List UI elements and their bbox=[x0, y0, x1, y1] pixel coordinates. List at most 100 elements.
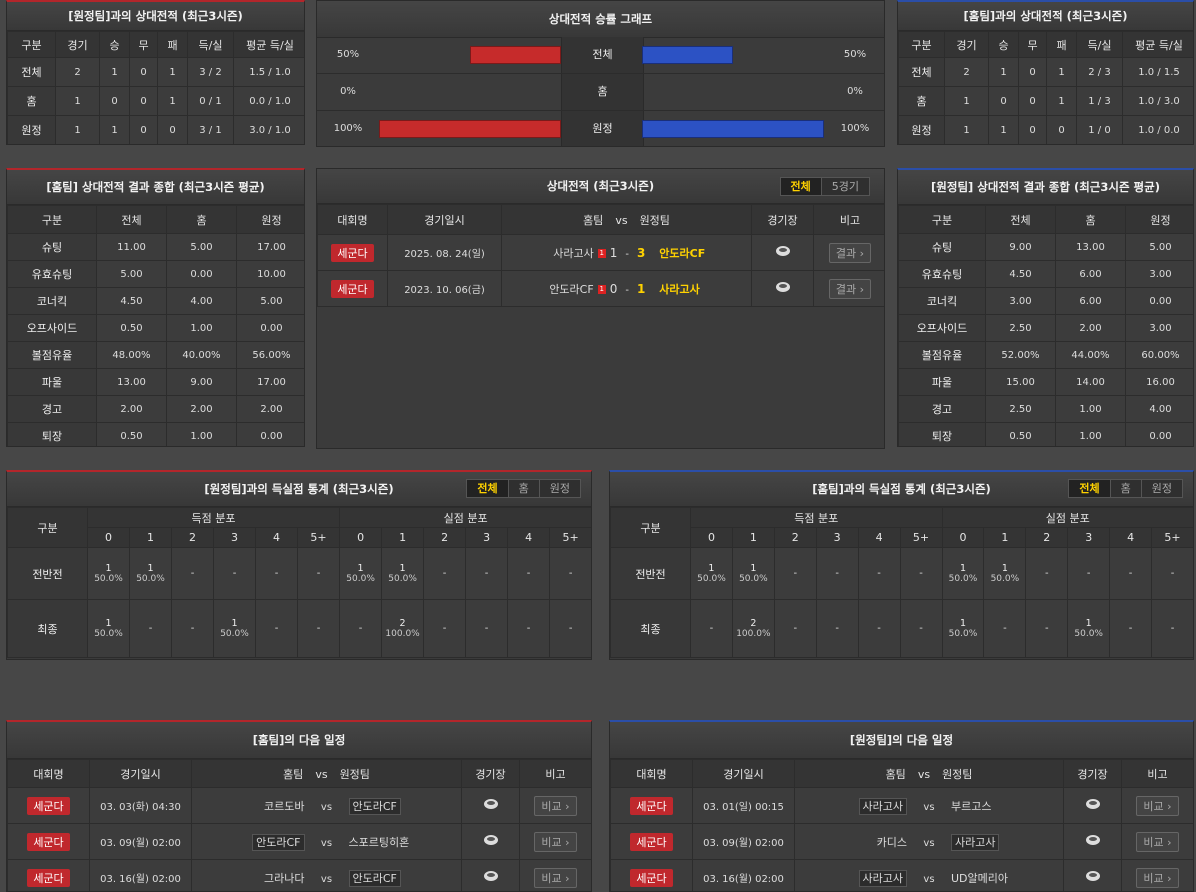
stats-table: 구분 전체 홈 원정 슈팅 9.00 13.00 5.00 유효슈팅 4.50 6.00 3.00 코너… bbox=[898, 205, 1193, 446]
percent: 50.0% bbox=[990, 574, 1020, 584]
bucket-header: 2 bbox=[423, 527, 467, 548]
count: 2 bbox=[750, 618, 757, 629]
cell: 2.00 bbox=[96, 395, 167, 423]
cell: - bbox=[773, 599, 817, 658]
panel: [홈팀]과의 상대전적 (최근3시즌) 구분 경기 승 무 패 득/실 평균 득/실 전체 2 1 0… bbox=[897, 0, 1194, 145]
tab[interactable]: 전체 bbox=[1069, 480, 1110, 497]
row-label: 슈팅 bbox=[898, 233, 986, 261]
compare-button[interactable]: 비교 bbox=[534, 795, 577, 816]
tab[interactable]: 홈 bbox=[1109, 480, 1141, 497]
table-row: 전반전 1 50.0% 1 50.0% - - - -1 50.0% 1 50.0% - - - - bbox=[7, 547, 591, 600]
home-score: 1 bbox=[609, 245, 618, 260]
cell: 1 bbox=[99, 115, 130, 144]
cell: 60.00% bbox=[1125, 341, 1193, 369]
column-header-part: vs bbox=[615, 213, 628, 227]
home-pct: 0% bbox=[340, 86, 356, 97]
column-header: 전체 bbox=[985, 205, 1056, 234]
stats-table: 구분 경기 승 무 패 득/실 평균 득/실 전체 2 1 0 1 3 / 2 1.5 / 1.0 홈 1 0 0… bbox=[7, 31, 304, 144]
vs: vs bbox=[320, 873, 333, 885]
row-label: 파울 bbox=[898, 368, 986, 396]
stadium bbox=[1063, 823, 1122, 860]
cell: 세군다 bbox=[610, 859, 693, 891]
table-row: 세군다 2025. 08. 24(일) 사라고사 1 1-3 안도라CF 결과 bbox=[317, 234, 884, 271]
away-pct: 0% bbox=[847, 86, 863, 97]
result-button[interactable]: 결과 bbox=[828, 242, 872, 263]
panel-title: [원정팀] 상대전적 결과 종합 (최근3시즌 평균) bbox=[898, 170, 1193, 205]
stadium bbox=[461, 823, 520, 860]
percent: 50.0% bbox=[388, 574, 417, 584]
cell: - bbox=[171, 599, 214, 658]
cell: - bbox=[507, 599, 551, 658]
column-header: 구분 bbox=[7, 205, 97, 234]
away-team: 안도라CF bbox=[659, 246, 706, 260]
league-badge: 세군다 bbox=[27, 796, 70, 815]
compare-button[interactable]: 비교 bbox=[1136, 867, 1179, 888]
compare-button[interactable]: 비교 bbox=[534, 831, 577, 852]
cell: - bbox=[1109, 547, 1153, 600]
bucket-header: 3 bbox=[465, 527, 509, 548]
cell: 5.00 bbox=[166, 233, 237, 261]
cell: - bbox=[423, 547, 467, 600]
tab[interactable]: 전체 bbox=[780, 178, 821, 195]
table-row: 구분 전체 홈 원정 bbox=[7, 205, 304, 234]
tab[interactable]: 홈 bbox=[507, 480, 539, 497]
cell: - bbox=[1151, 547, 1193, 600]
row-label: 퇴장 bbox=[898, 422, 986, 446]
bucket-header: 5+ bbox=[296, 527, 341, 548]
home-team: 사라고사 bbox=[858, 869, 907, 887]
cell: - bbox=[129, 599, 172, 658]
compare-button[interactable]: 비교 bbox=[1136, 831, 1179, 852]
home-wrap: 사라고사 bbox=[796, 869, 907, 887]
home-team: 코르도바 bbox=[264, 799, 305, 813]
cell: - bbox=[296, 547, 341, 600]
cell: 2 bbox=[944, 57, 989, 87]
count: 1 bbox=[1085, 618, 1092, 629]
cell: 세군다 bbox=[7, 787, 90, 824]
compare-button[interactable]: 비교 bbox=[534, 867, 577, 888]
result-button[interactable]: 결과 bbox=[828, 278, 872, 299]
row-label: 최종 bbox=[7, 599, 88, 658]
column-header: 무 bbox=[129, 31, 158, 58]
table-row: 파울 15.00 14.00 16.00 bbox=[898, 368, 1193, 396]
table-row: 슈팅 11.00 5.00 17.00 bbox=[7, 233, 304, 261]
column-header: 경기장 bbox=[461, 759, 520, 788]
cell: - bbox=[213, 547, 256, 600]
stats-table: 구분 경기 승 무 패 득/실 평균 득/실 전체 2 1 0 1 2 / 3 1.0 / 1.5 홈 1 0 0… bbox=[898, 31, 1193, 144]
bucket-header: 0 bbox=[87, 527, 130, 548]
cell: 1.0 / 0.0 bbox=[1122, 115, 1193, 144]
bucket-header: 4 bbox=[507, 527, 551, 548]
cell: 1 bbox=[944, 115, 989, 144]
panel: 상대전적 승률 그래프 50% 전체 50% 0% 홈 0% 100% 원정 100% bbox=[316, 0, 885, 147]
table-row: 오프사이드 0.50 1.00 0.00 bbox=[7, 314, 304, 342]
cell: 1.0 / 3.0 bbox=[1122, 86, 1193, 116]
table-row: 원정 1 1 0 0 3 / 1 3.0 / 1.0 bbox=[7, 115, 304, 144]
tab[interactable]: 5경기 bbox=[820, 178, 869, 195]
tab[interactable]: 전체 bbox=[467, 480, 508, 497]
cell: 4.50 bbox=[985, 260, 1056, 288]
column-header: 득/실 bbox=[1076, 31, 1123, 58]
home-bar bbox=[470, 46, 561, 64]
compare-button[interactable]: 비교 bbox=[1136, 795, 1179, 816]
cell: - bbox=[1025, 547, 1069, 600]
cell: 0 bbox=[99, 86, 130, 116]
cell: 1 bbox=[988, 57, 1019, 87]
home-pct: 100% bbox=[333, 123, 363, 134]
away-score: 3 bbox=[636, 245, 646, 260]
table-row: 경고 2.50 1.00 4.00 bbox=[898, 395, 1193, 423]
cell: 6.00 bbox=[1055, 287, 1126, 315]
column-header: 경기일시 bbox=[387, 204, 502, 235]
tab[interactable]: 원정 bbox=[538, 480, 580, 497]
bucket-header: 0 bbox=[339, 527, 383, 548]
away-team: 스포르팅히혼 bbox=[348, 835, 410, 849]
percent: 50.0% bbox=[94, 629, 123, 639]
tab[interactable]: 원정 bbox=[1140, 480, 1182, 497]
cell: 2 100.0% bbox=[381, 599, 425, 658]
vs: vs bbox=[923, 873, 935, 885]
league-badge: 세군다 bbox=[27, 868, 70, 887]
category: 전체 bbox=[561, 37, 644, 73]
column-header: 승 bbox=[99, 31, 130, 58]
cell: 0 bbox=[1018, 86, 1047, 116]
bucket-header: 1 bbox=[983, 527, 1027, 548]
column-header: 비고 bbox=[519, 759, 591, 788]
cell: 비교 bbox=[1121, 823, 1193, 860]
